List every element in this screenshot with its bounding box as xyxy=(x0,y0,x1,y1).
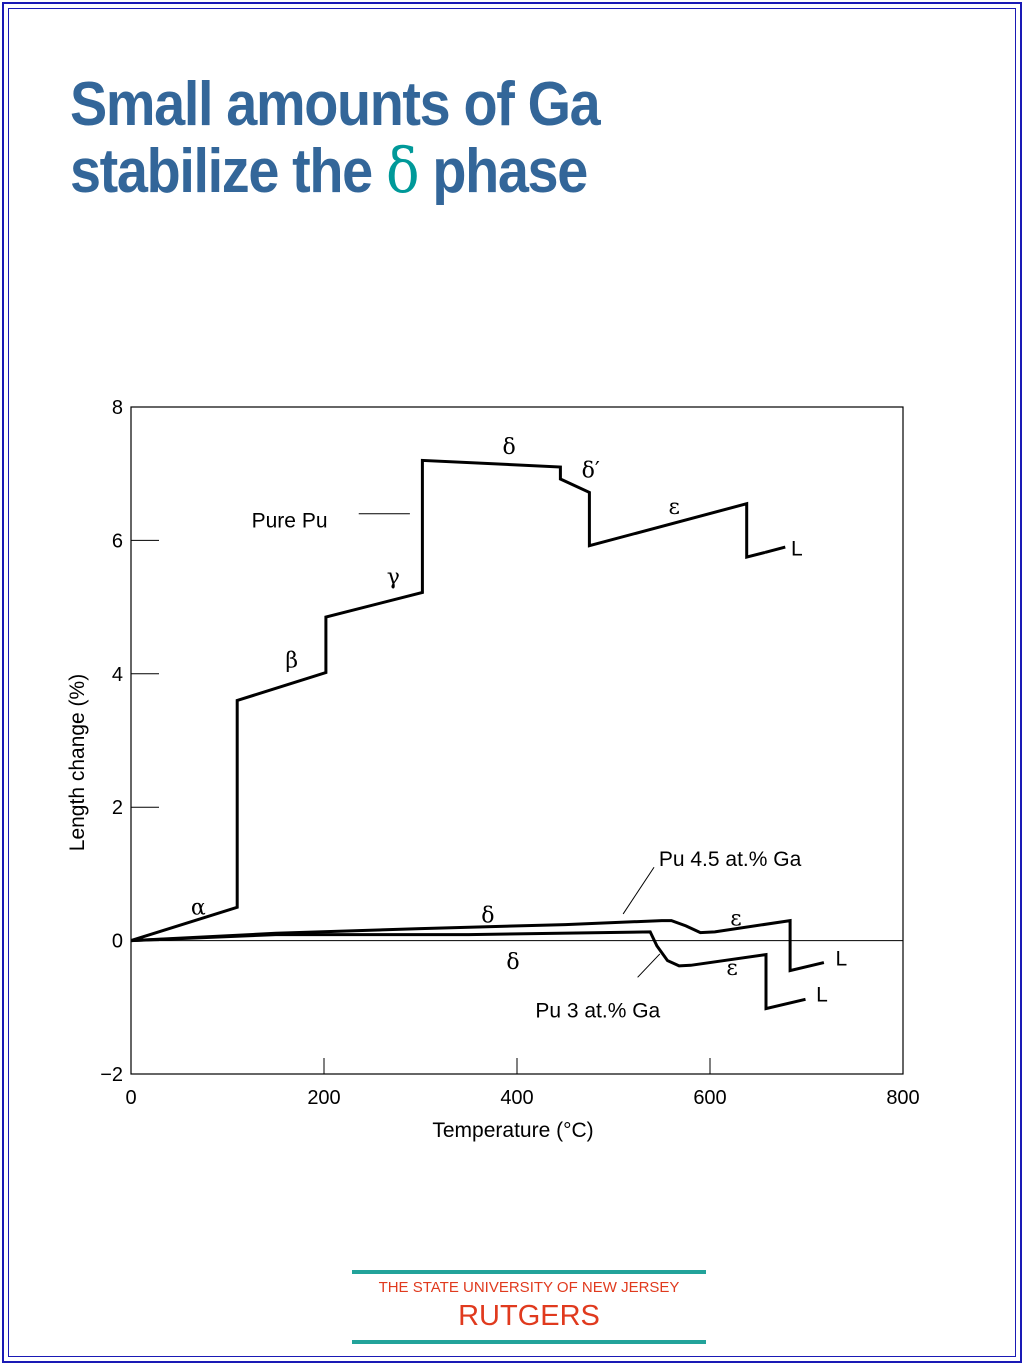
chart-annotation-1: β xyxy=(285,648,298,673)
chart-annotation-11: L xyxy=(835,948,847,971)
x-tick-label-600: 600 xyxy=(693,1087,726,1109)
footer-bottom-bar xyxy=(352,1340,706,1344)
y-tick-label-2: 2 xyxy=(112,797,123,819)
chart-annotation-15: Pu 3 at.% Ga xyxy=(535,1000,660,1023)
university-footer: THE STATE UNIVERSITY OF NEW JERSEY RUTGE… xyxy=(352,1270,706,1346)
series-line-pure-pu-tail xyxy=(764,545,786,554)
x-tick-label-0: 0 xyxy=(125,1087,136,1109)
chart-annotation-13: ε xyxy=(726,956,737,981)
x-tick-label-200: 200 xyxy=(307,1087,340,1109)
footer-top-bar xyxy=(352,1270,706,1274)
chart-annotation-12: δ xyxy=(506,950,519,975)
title-line-2-start: stabilize the xyxy=(70,137,386,206)
chart-annotation-14: L xyxy=(816,984,828,1007)
title-delta-symbol: δ xyxy=(385,134,420,207)
y-tick-label-0: 0 xyxy=(112,931,123,953)
chart-annotation-2: γ xyxy=(387,565,400,590)
leader-line-2 xyxy=(637,953,661,978)
x-tick-label-400: 400 xyxy=(500,1087,533,1109)
y-tick-label-6: 6 xyxy=(112,530,123,552)
series-line-1-0 xyxy=(130,918,825,973)
chart-annotation-5: ε xyxy=(669,495,680,520)
footer-brand-name: RUTGERS xyxy=(458,1300,600,1332)
y-tick-label-4: 4 xyxy=(112,664,123,686)
y-axis-label: Length change (%) xyxy=(66,674,89,851)
title-line-2-end: phase xyxy=(418,137,588,206)
chart-annotation-3: δ xyxy=(503,435,516,460)
x-tick-label-800: 800 xyxy=(886,1087,919,1109)
leader-line-1 xyxy=(622,866,655,915)
y-tick-label--2: −2 xyxy=(100,1064,123,1086)
chart-annotation-4: δ′ xyxy=(582,458,600,483)
footer-university-name: THE STATE UNIVERSITY OF NEW JERSEY xyxy=(378,1279,680,1296)
chart-annotation-0: α xyxy=(191,895,206,920)
title-line-1: Small amounts of Ga xyxy=(70,70,601,139)
chart-annotation-9: δ xyxy=(481,903,494,928)
chart-annotation-8: Pu 4.5 at.% Ga xyxy=(659,848,802,871)
chart-annotation-7: Pure Pu xyxy=(252,509,328,532)
slide-frame-inner xyxy=(8,8,1016,1357)
slide-title: Small amounts of Ga stabilize the δ phas… xyxy=(70,70,601,205)
title-line-2: stabilize the δ phase xyxy=(70,138,599,205)
x-axis-label: Temperature (°C) xyxy=(432,1119,593,1142)
chart-annotation-10: ε xyxy=(730,907,741,932)
series-line-2-0 xyxy=(130,930,806,1011)
chart-annotation-6: L xyxy=(791,537,803,560)
series-line-0-0 xyxy=(130,458,766,943)
y-tick-label-8: 8 xyxy=(112,397,123,419)
